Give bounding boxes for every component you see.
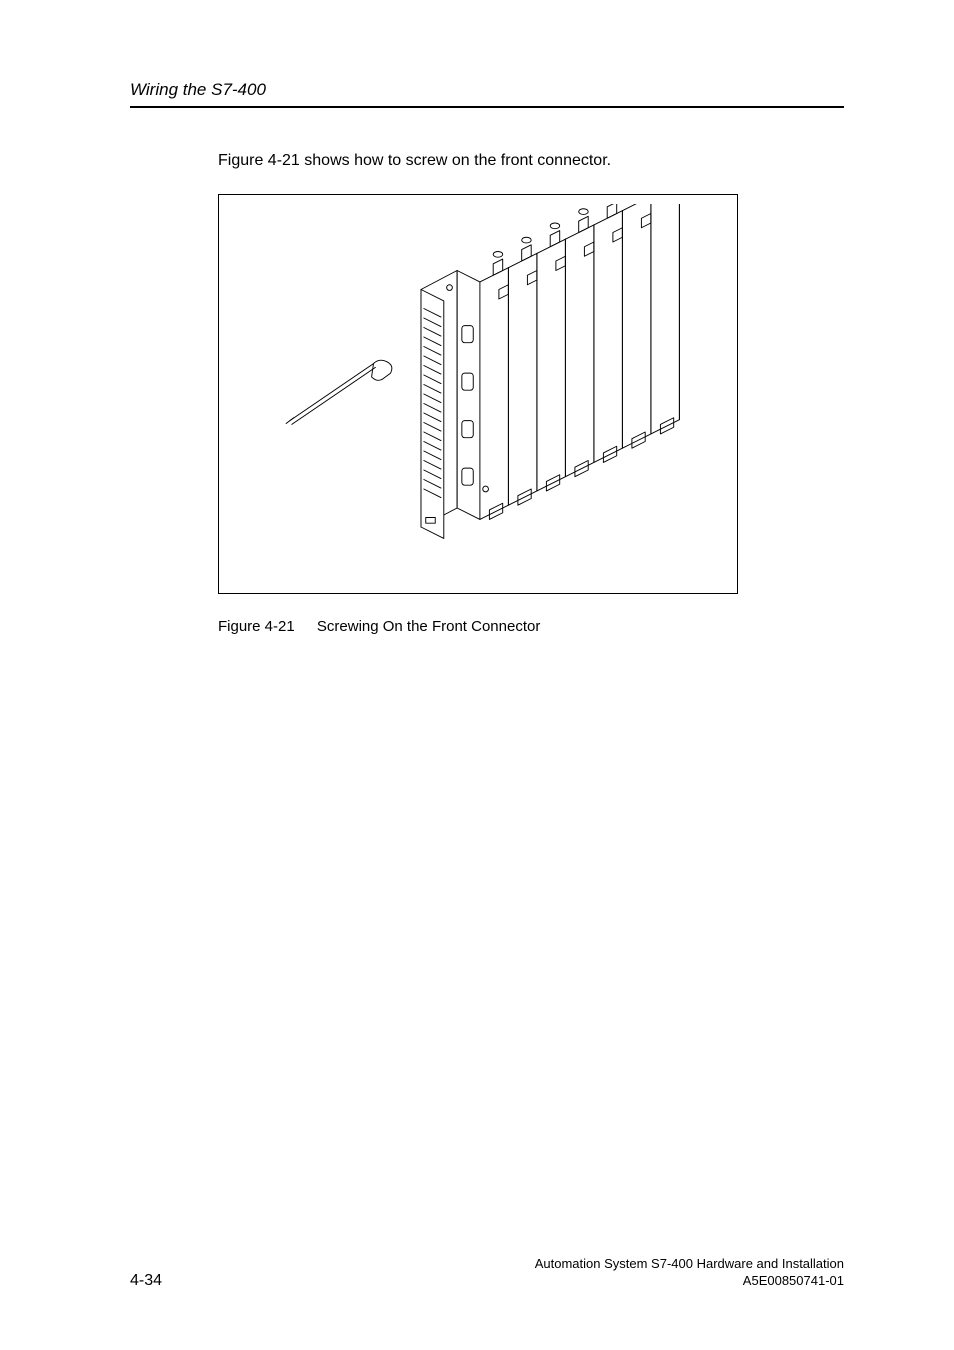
footer-right: Automation System S7-400 Hardware and In… — [535, 1255, 844, 1290]
header-rule — [130, 106, 844, 108]
screwdriver-icon — [286, 360, 392, 424]
figure-caption: Figure 4-21 Screwing On the Front Connec… — [218, 618, 844, 635]
page: Wiring the S7-400 Figure 4-21 shows how … — [0, 0, 954, 1350]
footer-doc-title: Automation System S7-400 Hardware and In… — [535, 1255, 844, 1273]
figure-title: Screwing On the Front Connector — [317, 618, 540, 635]
front-module — [421, 271, 488, 539]
page-footer: 4-34 Automation System S7-400 Hardware a… — [130, 1255, 844, 1290]
connector-diagram — [228, 204, 728, 584]
intro-paragraph: Figure 4-21 shows how to screw on the fr… — [218, 152, 844, 170]
running-header: Wiring the S7-400 — [130, 80, 844, 100]
page-number: 4-34 — [130, 1272, 162, 1290]
footer-doc-id: A5E00850741-01 — [535, 1272, 844, 1290]
figure-box — [218, 194, 738, 594]
rack-slots — [480, 204, 680, 519]
figure-number: Figure 4-21 — [218, 618, 295, 635]
